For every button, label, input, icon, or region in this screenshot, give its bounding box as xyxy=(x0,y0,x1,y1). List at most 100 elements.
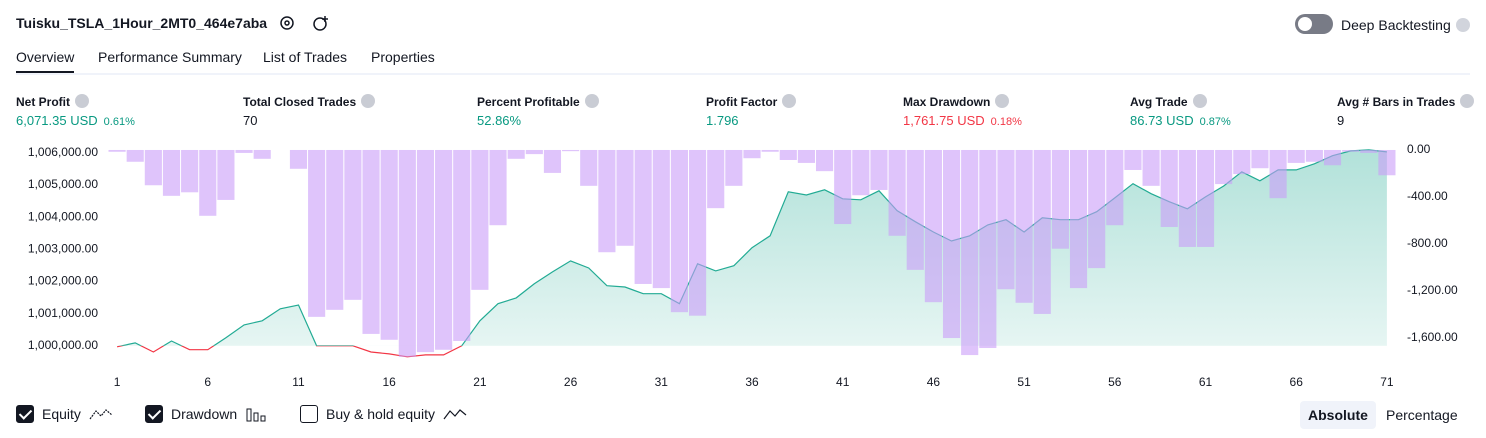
drawdown-bar xyxy=(362,149,380,334)
drawdown-bar xyxy=(162,149,181,196)
tab[interactable]: Overview xyxy=(16,49,75,74)
metric-percent: 0.61% xyxy=(103,116,135,128)
drawdown-bar xyxy=(870,149,888,190)
drawdown-bar xyxy=(435,149,453,350)
drawdown-bar xyxy=(1142,149,1160,186)
metric-value-text: 70 xyxy=(243,113,258,128)
legend-option[interactable]: Buy & hold equity xyxy=(300,405,467,423)
drawdown-bar xyxy=(616,149,634,246)
tab[interactable]: List of Trades xyxy=(263,49,348,65)
x-tick-label: 66 xyxy=(1290,375,1304,389)
legend-option-label: Equity xyxy=(42,406,81,422)
legend-option[interactable]: Drawdown xyxy=(145,405,269,423)
drawdown-bar xyxy=(1160,149,1178,227)
drawdown-bar xyxy=(725,149,743,186)
metric-value: 86.73 USD 0.87% xyxy=(1130,113,1231,128)
drawdown-bar xyxy=(761,149,779,152)
legend-option[interactable]: Equity xyxy=(16,405,113,423)
drawdown-bar xyxy=(1342,149,1360,152)
tab-divider xyxy=(16,73,1470,75)
drawdown-bar xyxy=(1233,149,1251,175)
drawdown-bar xyxy=(1287,149,1305,163)
drawdown-bar xyxy=(1088,149,1106,269)
x-tick-label: 36 xyxy=(745,375,759,389)
drawdown-bar xyxy=(562,149,580,152)
drawdown-bar xyxy=(1251,149,1269,169)
x-tick-label: 11 xyxy=(292,375,305,389)
metric-value: 1.796 xyxy=(706,113,739,128)
y-tick-label: 1,002,000.00 xyxy=(28,274,98,288)
drawdown-bar xyxy=(1015,149,1033,303)
drawdown-bar xyxy=(852,149,870,196)
x-tick-label: 61 xyxy=(1199,375,1213,389)
metric-label-text: Percent Profitable xyxy=(477,95,580,109)
metric-label-text: Avg # Bars in Trades xyxy=(1337,95,1456,109)
metric-label-text: Total Closed Trades xyxy=(243,95,357,109)
metric-label: Avg # Bars in Trades xyxy=(1337,94,1475,109)
metric-value: 70 xyxy=(243,113,257,128)
drawdown-bar xyxy=(906,149,924,270)
tab[interactable]: Properties xyxy=(371,49,435,65)
x-tick-label: 51 xyxy=(1017,375,1031,389)
x-tick-label: 41 xyxy=(836,375,850,389)
drawdown-bar xyxy=(380,149,398,340)
drawdown-bar xyxy=(416,149,435,353)
drawdown-bar xyxy=(525,149,543,155)
drawdown-bar xyxy=(634,149,652,284)
metric-value-text: 6,071.35 USD xyxy=(16,113,98,128)
metric-label: Percent Profitable xyxy=(477,94,599,109)
legend-option-label: Buy & hold equity xyxy=(326,406,435,422)
x-tick-label: 71 xyxy=(1380,375,1394,389)
drawdown-bar xyxy=(398,149,416,357)
drawdown-bar xyxy=(489,149,507,226)
drawdown-bar xyxy=(779,149,797,160)
tab[interactable]: Performance Summary xyxy=(98,49,242,65)
checkbox xyxy=(16,405,34,423)
x-tick-label: 6 xyxy=(204,375,211,389)
info-icon xyxy=(584,94,599,108)
y2-tick-label: -800.00 xyxy=(1407,236,1448,250)
info-icon xyxy=(995,94,1010,108)
y2-tick-label: -1,600.00 xyxy=(1407,330,1458,344)
metric-value-text: 9 xyxy=(1337,113,1345,128)
drawdown-bar xyxy=(1215,149,1233,185)
title-icons[interactable] xyxy=(278,14,338,34)
legend-icon xyxy=(246,408,266,422)
drawdown-bar xyxy=(1196,149,1215,247)
strategy-title: Tuisku_TSLA_1Hour_2MT0_464e7aba xyxy=(16,15,268,31)
drawdown-bar xyxy=(834,149,852,225)
drawdown-bar xyxy=(743,149,761,159)
drawdown-bar xyxy=(888,149,906,236)
y-tick-label: 1,001,000.00 xyxy=(28,306,98,320)
scale-mode[interactable]: Percentage xyxy=(1386,407,1458,423)
legend-icon xyxy=(443,409,467,420)
drawdown-bar xyxy=(598,149,616,253)
x-tick-label: 56 xyxy=(1108,375,1122,389)
drawdown-bar xyxy=(471,149,489,290)
metric-value: 52.86% xyxy=(477,113,521,128)
drawdown-bar xyxy=(253,149,271,159)
drawdown-bar xyxy=(144,149,162,186)
info-icon xyxy=(361,94,376,108)
chart: 1,000,000.00 1,001,000.00 1,002,000.00 1,00… xyxy=(28,142,1458,389)
drawdown-bar xyxy=(507,149,525,159)
metric-label: Total Closed Trades xyxy=(243,94,376,109)
drawdown-bar xyxy=(961,149,979,356)
drawdown-bar xyxy=(1269,149,1287,199)
drawdown-bar xyxy=(942,149,961,339)
x-tick-label: 16 xyxy=(383,375,397,389)
metric-value-text: 52.86% xyxy=(477,113,522,128)
drawdown-bar xyxy=(308,149,326,317)
metric-label-text: Net Profit xyxy=(16,95,70,109)
deep-backtesting-toggle[interactable] xyxy=(1295,14,1333,34)
drawdown-bar xyxy=(1124,149,1142,170)
drawdown-bar xyxy=(1033,149,1051,314)
drawdown-bar xyxy=(1360,149,1378,153)
y-tick-label: 1,005,000.00 xyxy=(28,177,98,191)
x-tick-label: 21 xyxy=(473,375,487,389)
drawdown-bar xyxy=(707,149,725,209)
drawdown-bar xyxy=(235,149,253,153)
scale-mode[interactable]: Absolute xyxy=(1300,401,1376,429)
drawdown-bar xyxy=(652,149,670,289)
